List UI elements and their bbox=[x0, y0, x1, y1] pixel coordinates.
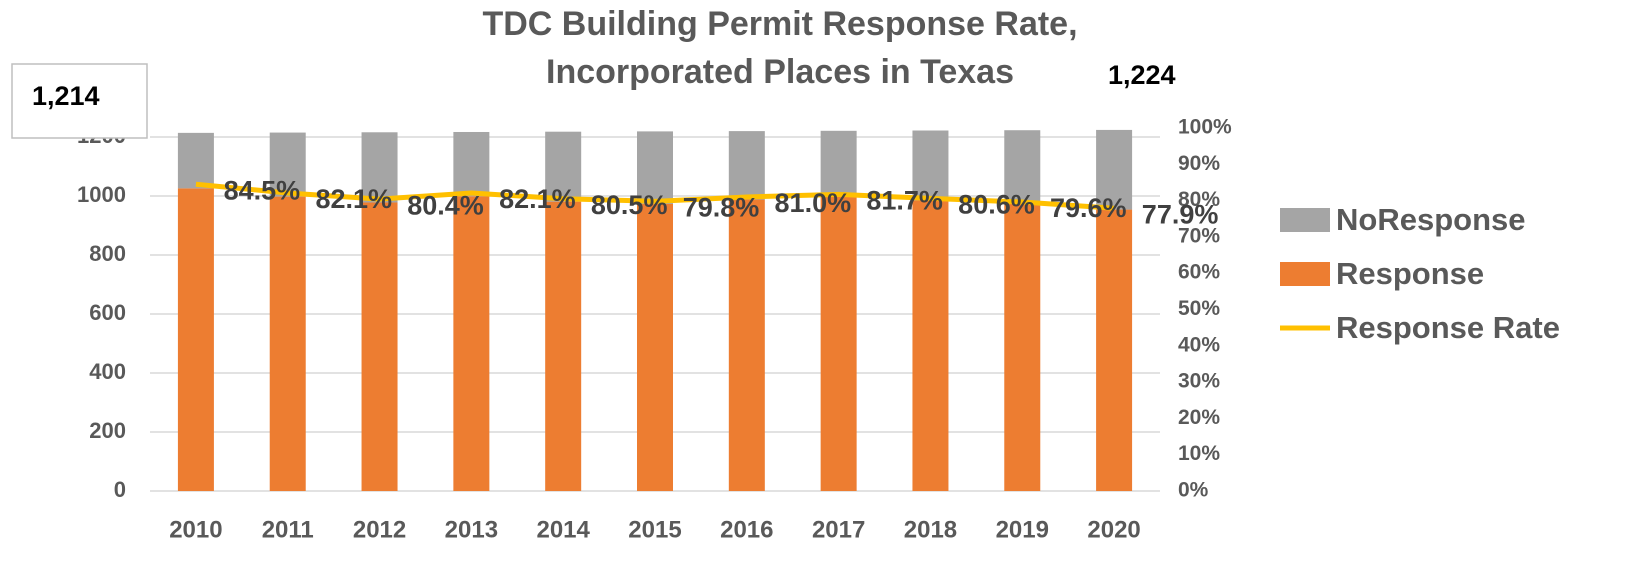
y-tick-label: 200 bbox=[89, 418, 126, 443]
y-tick-label: 0 bbox=[114, 477, 126, 502]
bar-segment bbox=[453, 131, 490, 197]
bar-segment bbox=[728, 199, 765, 492]
chart-title: Incorporated Places in Texas bbox=[546, 53, 1014, 91]
bar-segment bbox=[361, 202, 398, 492]
legend-label: NoResponse bbox=[1336, 202, 1525, 237]
x-tick-label: 2018 bbox=[904, 516, 957, 543]
bar-segment bbox=[269, 196, 306, 491]
x-tick-label: 2014 bbox=[536, 516, 590, 543]
x-tick-label: 2017 bbox=[812, 516, 865, 543]
legend-label: Response Rate bbox=[1336, 310, 1560, 345]
data-label: 77.9% bbox=[1142, 199, 1219, 229]
y2-tick-label: 30% bbox=[1178, 370, 1220, 393]
bar-segment bbox=[361, 132, 398, 203]
y-tick-label: 1000 bbox=[77, 182, 126, 207]
x-tick-label: 2011 bbox=[262, 516, 314, 543]
bar-segment bbox=[1004, 203, 1041, 492]
x-tick-label: 2019 bbox=[996, 516, 1049, 543]
y2-tick-label: 80% bbox=[1178, 188, 1220, 211]
bar-segment bbox=[453, 196, 490, 492]
annotation-box bbox=[11, 63, 148, 139]
bar-segment bbox=[1004, 130, 1041, 204]
data-label: 84.5% bbox=[224, 175, 301, 205]
data-label: 80.4% bbox=[407, 190, 484, 220]
y2-tick-label: 0% bbox=[1178, 479, 1209, 502]
x-tick-label: 2013 bbox=[445, 516, 498, 543]
bar-segment bbox=[820, 196, 857, 491]
data-label: 81.7% bbox=[866, 186, 943, 216]
x-tick-label: 2020 bbox=[1087, 516, 1140, 543]
bar-segment bbox=[269, 132, 306, 197]
rate-line bbox=[195, 181, 1115, 211]
y2-tick-label: 50% bbox=[1178, 297, 1220, 320]
bar-segment bbox=[912, 200, 949, 492]
bar-segment bbox=[545, 131, 582, 202]
y2-tick-label: 70% bbox=[1178, 224, 1220, 247]
y2-tick-label: 40% bbox=[1178, 333, 1220, 356]
legend-swatch bbox=[1280, 208, 1330, 232]
bar-segment bbox=[545, 201, 582, 492]
data-label: 81.0% bbox=[775, 188, 852, 218]
data-label: 80.6% bbox=[958, 190, 1035, 220]
annotation: 1,214 bbox=[32, 81, 100, 111]
bar-segment bbox=[728, 131, 765, 200]
bar-segment bbox=[177, 188, 214, 491]
bar-segment bbox=[1096, 129, 1133, 210]
data-label: 79.6% bbox=[1050, 193, 1127, 223]
data-label: 82.1% bbox=[315, 184, 392, 214]
bar-segment bbox=[820, 130, 857, 197]
y2-tick-label: 100% bbox=[1178, 116, 1232, 139]
y-tick-label: 600 bbox=[89, 300, 126, 325]
bar-segment bbox=[637, 131, 673, 204]
y2-tick-label: 10% bbox=[1178, 442, 1220, 465]
legend-swatch bbox=[1280, 262, 1330, 286]
bar-segment bbox=[637, 203, 673, 491]
x-tick-label: 2012 bbox=[353, 516, 406, 543]
x-tick-label: 2016 bbox=[720, 516, 773, 543]
y2-tick-label: 60% bbox=[1178, 261, 1220, 284]
bar-segment bbox=[1096, 209, 1133, 491]
data-label: 79.8% bbox=[683, 192, 760, 222]
y2-tick-label: 90% bbox=[1178, 152, 1220, 175]
y-tick-label: 400 bbox=[89, 359, 126, 384]
legend-label: Response bbox=[1336, 256, 1484, 291]
annotation: 1,224 bbox=[1108, 60, 1176, 90]
bar-segment bbox=[177, 132, 214, 189]
y-tick-label: 800 bbox=[89, 241, 126, 266]
y2-tick-label: 20% bbox=[1178, 406, 1220, 429]
x-tick-label: 2015 bbox=[628, 516, 681, 543]
data-label: 82.1% bbox=[499, 184, 576, 214]
bar-segment bbox=[912, 130, 949, 201]
data-label: 80.5% bbox=[591, 190, 668, 220]
x-tick-label: 2010 bbox=[169, 516, 222, 543]
chart-title: TDC Building Permit Response Rate, bbox=[482, 5, 1077, 43]
